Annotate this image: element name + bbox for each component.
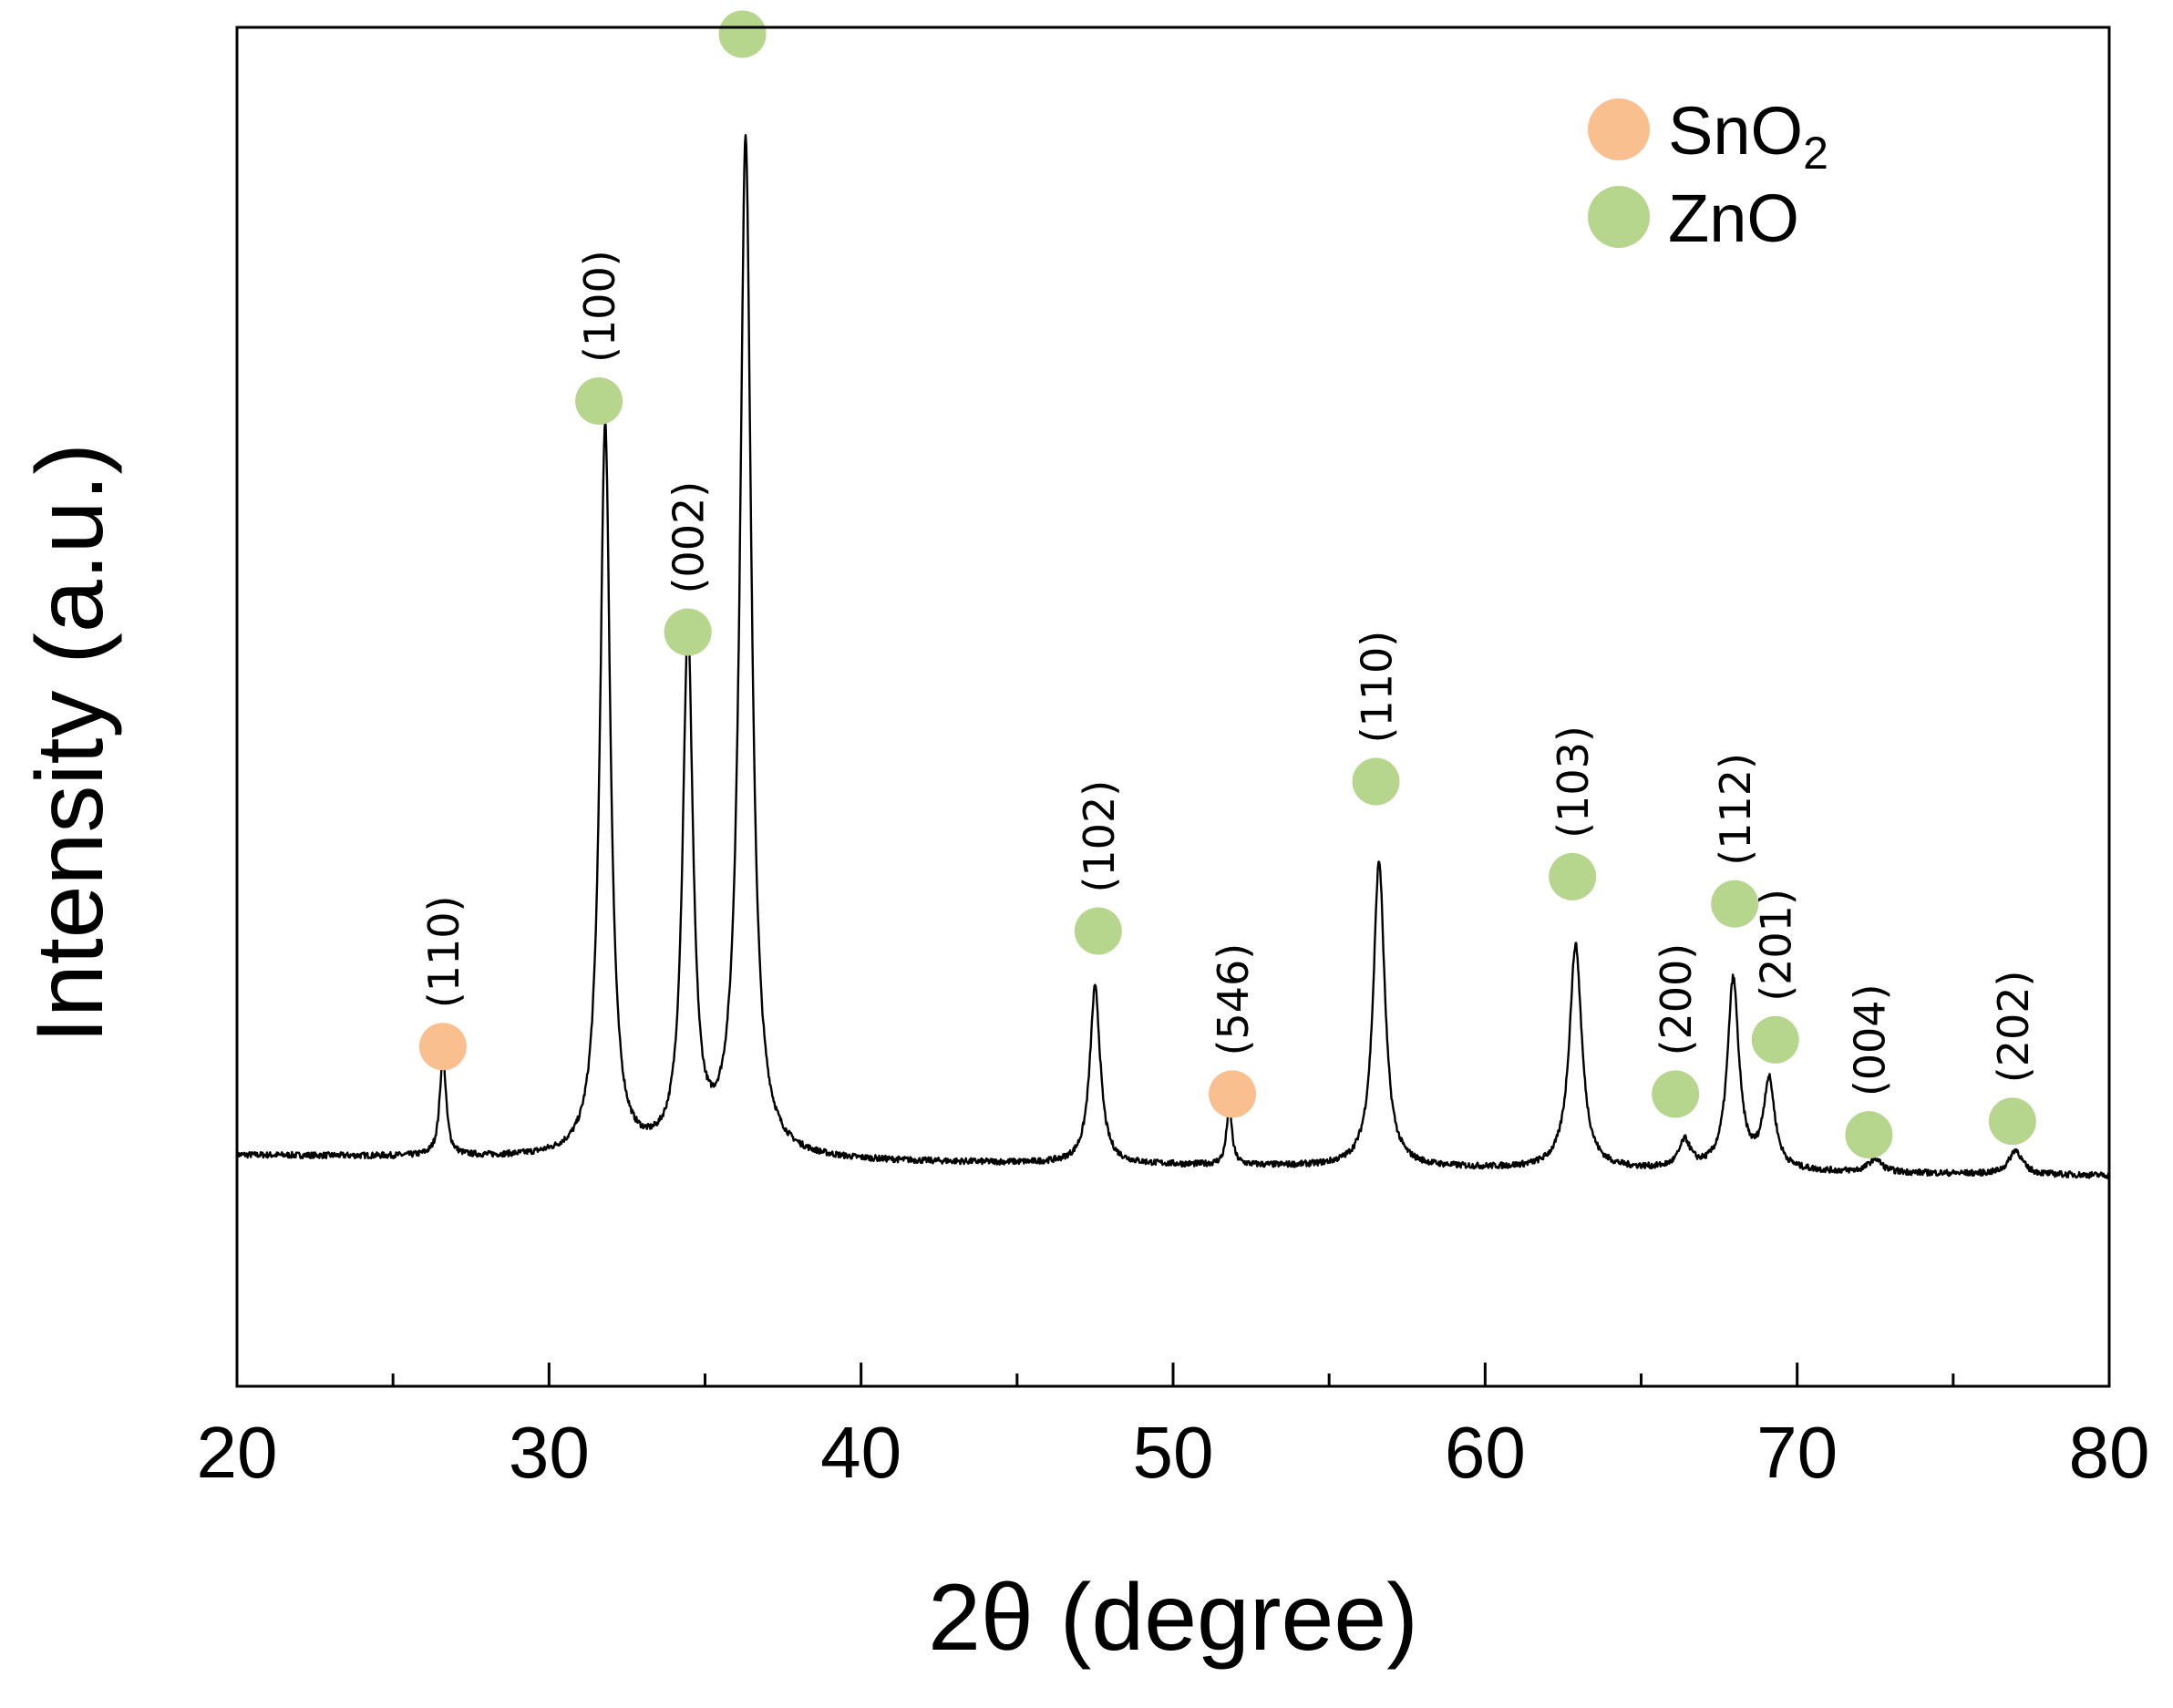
zno-peak-marker <box>575 377 623 426</box>
zno-peak-marker <box>1074 907 1122 955</box>
peak-hkl-label: (110) <box>1353 631 1402 744</box>
zno-peak-marker <box>1352 757 1400 806</box>
legend-marker <box>1588 98 1650 160</box>
peak-hkl-label: (100) <box>575 250 624 363</box>
x-tick-label: 80 <box>2069 1412 2150 1493</box>
peak-hkl-label: (103) <box>1549 725 1598 839</box>
peak-hkl-label: (110) <box>419 896 469 1009</box>
legend-label: ZnO <box>1668 180 1799 256</box>
x-tick-label: 40 <box>820 1412 901 1493</box>
zno-peak-marker <box>1549 852 1597 900</box>
zno-peak-marker <box>1711 880 1759 928</box>
zno-peak-marker <box>1751 1015 1799 1064</box>
x-tick-label: 30 <box>509 1412 590 1493</box>
zno-peak-marker <box>1652 1070 1700 1118</box>
peak-hkl-label: (004) <box>1845 983 1894 1096</box>
x-axis-label: 2θ (degree) <box>928 1565 1418 1671</box>
y-axis-label: Intensity (a.u.) <box>17 443 123 1044</box>
legend-marker <box>1588 186 1650 248</box>
peak-hkl-label: (202) <box>1989 971 2038 1084</box>
peak-hkl-label: (112) <box>1711 753 1760 866</box>
peak-hkl-label: (002) <box>664 481 714 594</box>
x-tick-label: 20 <box>197 1412 278 1493</box>
x-tick-label: 70 <box>1756 1412 1838 1493</box>
peak-hkl-label: (546) <box>1209 943 1258 1056</box>
x-tick-label: 60 <box>1445 1412 1526 1493</box>
peak-hkl-label: (201) <box>1752 889 1801 1002</box>
sno2-peak-marker <box>1209 1070 1257 1118</box>
zno-peak-marker <box>1988 1097 2036 1146</box>
zno-peak-marker <box>1845 1111 1893 1159</box>
x-axis-tick-labels: 20 30 40 50 60 70 80 <box>197 1412 2150 1493</box>
peak-hkl-label: (102) <box>1075 780 1124 893</box>
sno2-peak-marker <box>418 1023 467 1071</box>
plot-content: (110)(100)(002)(101)(102)(546)(110)(103)… <box>235 10 2111 1179</box>
xrd-pattern-line <box>235 133 2111 1179</box>
x-tick-label: 50 <box>1133 1412 1214 1493</box>
zno-peak-marker <box>664 608 712 656</box>
x-axis-ticks <box>235 1363 2111 1386</box>
legend-label: SnO2 <box>1668 93 1828 179</box>
peak-hkl-label: (200) <box>1652 943 1701 1056</box>
zno-peak-marker <box>718 10 767 58</box>
